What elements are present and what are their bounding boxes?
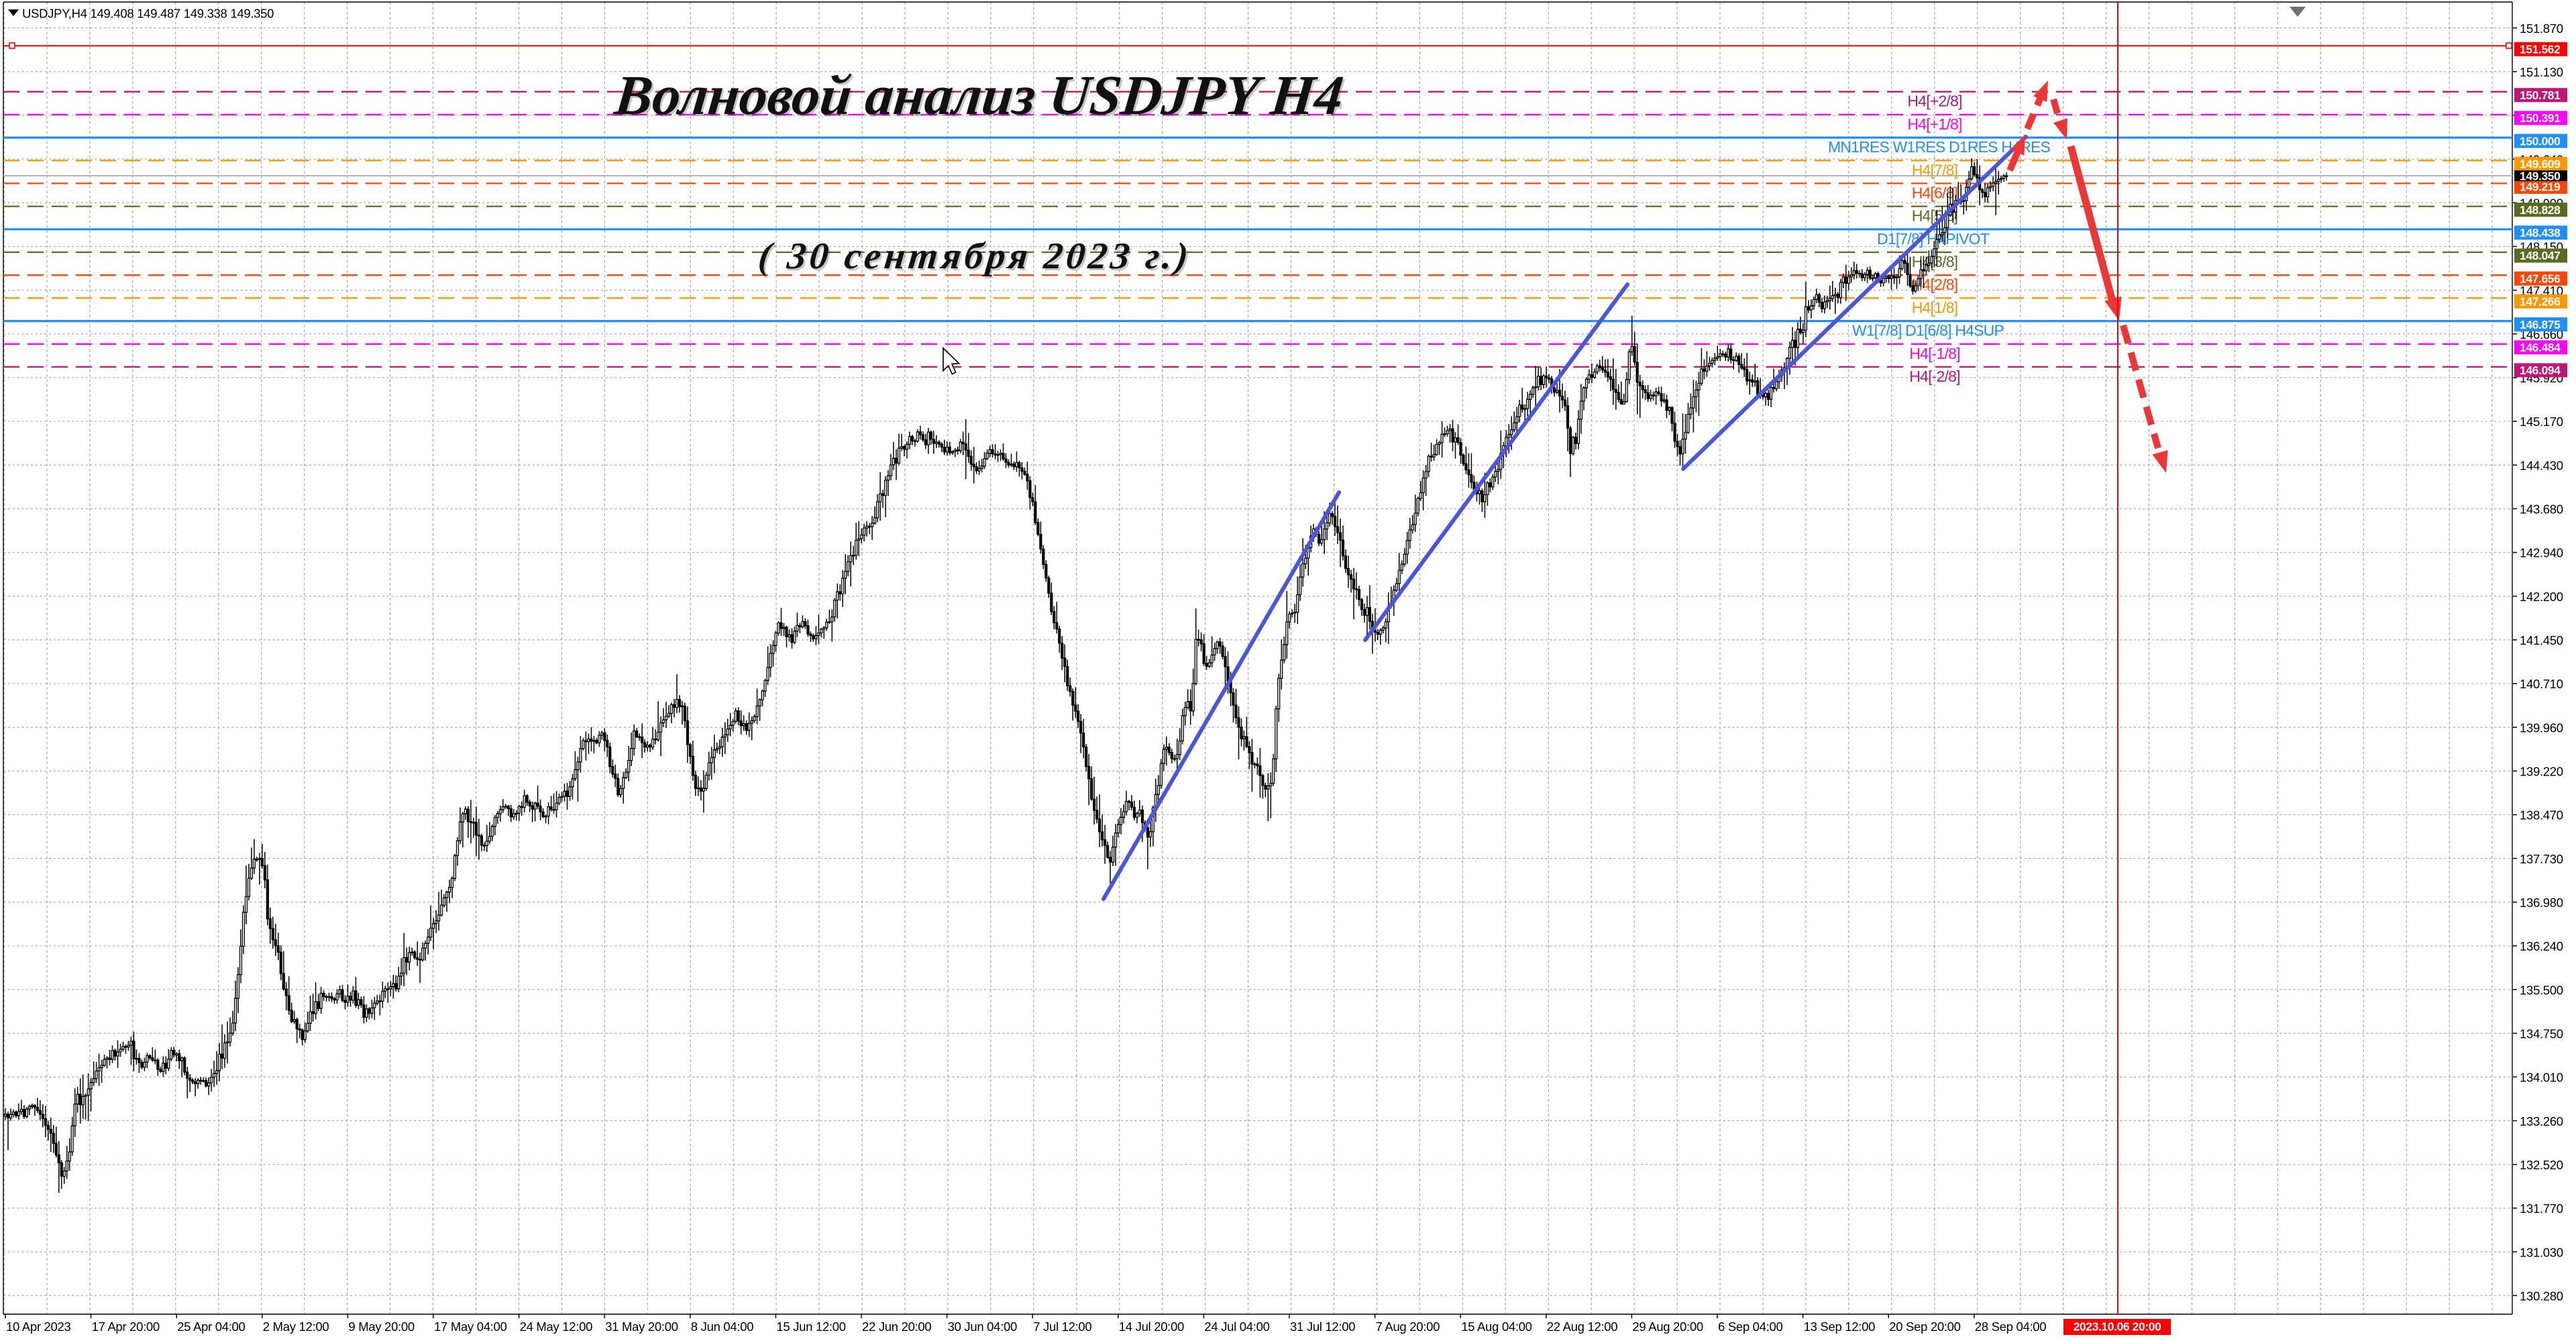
svg-text:130.280: 130.280 (2520, 1289, 2563, 1303)
svg-text:134.010: 134.010 (2520, 1071, 2563, 1085)
svg-text:10 Apr 2023: 10 Apr 2023 (6, 1320, 70, 1334)
svg-text:138.470: 138.470 (2520, 808, 2563, 822)
svg-text:147.656: 147.656 (2520, 272, 2561, 285)
svg-text:148.047: 148.047 (2520, 249, 2560, 262)
svg-text:150.000: 150.000 (2520, 134, 2561, 148)
svg-text:Волновой анализ USDJPY H4: Волновой анализ USDJPY H4 (611, 64, 1346, 127)
svg-text:22 Aug 12:00: 22 Aug 12:00 (1547, 1320, 1617, 1334)
svg-text:142.200: 142.200 (2520, 590, 2563, 604)
svg-text:9 May 20:00: 9 May 20:00 (348, 1320, 415, 1334)
svg-text:133.260: 133.260 (2520, 1114, 2563, 1128)
svg-text:150.781: 150.781 (2520, 89, 2561, 102)
svg-text:147.410: 147.410 (2520, 284, 2563, 298)
svg-text:6 Sep 04:00: 6 Sep 04:00 (1718, 1320, 1782, 1334)
svg-text:17 Apr 20:00: 17 Apr 20:00 (92, 1320, 160, 1334)
svg-text:25 Apr 04:00: 25 Apr 04:00 (177, 1320, 245, 1334)
svg-text:132.520: 132.520 (2520, 1158, 2563, 1172)
svg-text:150.391: 150.391 (2520, 111, 2561, 125)
svg-text:146.094: 146.094 (2520, 364, 2561, 377)
svg-text:151.870: 151.870 (2520, 21, 2563, 36)
svg-text:135.500: 135.500 (2520, 983, 2563, 997)
svg-text:131.770: 131.770 (2520, 1201, 2563, 1216)
svg-text:131.030: 131.030 (2520, 1245, 2563, 1259)
svg-text:8 Jun 04:00: 8 Jun 04:00 (691, 1320, 753, 1334)
svg-text:13 Sep 12:00: 13 Sep 12:00 (1804, 1320, 1875, 1334)
svg-text:H4[+1/8]: H4[+1/8] (1907, 115, 1962, 133)
svg-text:31 Jul 12:00: 31 Jul 12:00 (1290, 1320, 1355, 1334)
svg-text:134.750: 134.750 (2520, 1027, 2563, 1041)
svg-text:14 Jul 20:00: 14 Jul 20:00 (1119, 1320, 1184, 1334)
svg-text:144.430: 144.430 (2520, 458, 2563, 472)
svg-text:24 Jul 04:00: 24 Jul 04:00 (1204, 1320, 1269, 1334)
svg-text:W1[7/8] D1[6/8] H4SUP: W1[7/8] D1[6/8] H4SUP (1852, 322, 2004, 339)
svg-text:22 Jun 20:00: 22 Jun 20:00 (862, 1320, 931, 1334)
svg-text:20 Sep 20:00: 20 Sep 20:00 (1889, 1320, 1960, 1334)
svg-text:148.438: 148.438 (2520, 226, 2561, 239)
svg-text:151.562: 151.562 (2520, 43, 2561, 56)
svg-text:149.609: 149.609 (2520, 158, 2561, 171)
svg-text:D1[7/8] H4PIVOT: D1[7/8] H4PIVOT (1877, 230, 1990, 248)
svg-text:143.680: 143.680 (2520, 502, 2563, 517)
svg-text:140.710: 140.710 (2520, 677, 2563, 691)
svg-text:149.219: 149.219 (2520, 180, 2561, 194)
svg-text:139.220: 139.220 (2520, 765, 2563, 779)
svg-text:148.828: 148.828 (2520, 203, 2561, 217)
svg-text:15 Jun 12:00: 15 Jun 12:00 (776, 1320, 845, 1334)
svg-text:29 Aug 20:00: 29 Aug 20:00 (1632, 1320, 1703, 1334)
svg-text:139.960: 139.960 (2520, 720, 2563, 735)
svg-text:7 Jul 12:00: 7 Jul 12:00 (1033, 1320, 1091, 1334)
svg-text:H4[-1/8]: H4[-1/8] (1909, 345, 1960, 362)
svg-text:149.350: 149.350 (2520, 170, 2561, 183)
svg-text:136.980: 136.980 (2520, 896, 2563, 910)
svg-text:145.170: 145.170 (2520, 415, 2563, 429)
svg-text:136.240: 136.240 (2520, 939, 2563, 953)
svg-text:141.450: 141.450 (2520, 633, 2563, 647)
svg-text:H4[+2/8]: H4[+2/8] (1907, 93, 1962, 110)
svg-text:15 Aug 04:00: 15 Aug 04:00 (1461, 1320, 1532, 1334)
svg-text:H4[7/8]: H4[7/8] (1912, 161, 1958, 178)
svg-text:142.940: 142.940 (2520, 546, 2563, 560)
svg-text:147.266: 147.266 (2520, 295, 2561, 309)
svg-text:7 Aug 20:00: 7 Aug 20:00 (1376, 1320, 1440, 1334)
svg-text:17 May 04:00: 17 May 04:00 (434, 1320, 507, 1334)
svg-text:137.730: 137.730 (2520, 852, 2563, 866)
svg-text:Волновой анализ USDJPY H4: Волновой анализ USDJPY H4 (613, 66, 1348, 129)
svg-text:151.130: 151.130 (2520, 65, 2563, 79)
svg-text:30 Jun 04:00: 30 Jun 04:00 (948, 1320, 1017, 1334)
svg-text:USDJPY,H4 149.408 149.487 149: USDJPY,H4 149.408 149.487 149.338 149.35… (22, 7, 274, 21)
svg-text:H4[1/8]: H4[1/8] (1912, 299, 1958, 316)
svg-text:24 May 12:00: 24 May 12:00 (520, 1320, 593, 1334)
svg-text:146.875: 146.875 (2520, 318, 2561, 331)
svg-text:2 May 12:00: 2 May 12:00 (263, 1320, 329, 1334)
svg-text:H4[-2/8]: H4[-2/8] (1909, 368, 1960, 385)
svg-text:28 Sep 04:00: 28 Sep 04:00 (1975, 1320, 2046, 1334)
svg-text:31 May 20:00: 31 May 20:00 (605, 1320, 678, 1334)
svg-text:146.484: 146.484 (2520, 341, 2561, 354)
svg-text:( 30 сентября 2023 г.): ( 30 сентября 2023 г.) (757, 235, 1190, 277)
svg-text:2023.10.06 20:00: 2023.10.06 20:00 (2074, 1320, 2161, 1334)
